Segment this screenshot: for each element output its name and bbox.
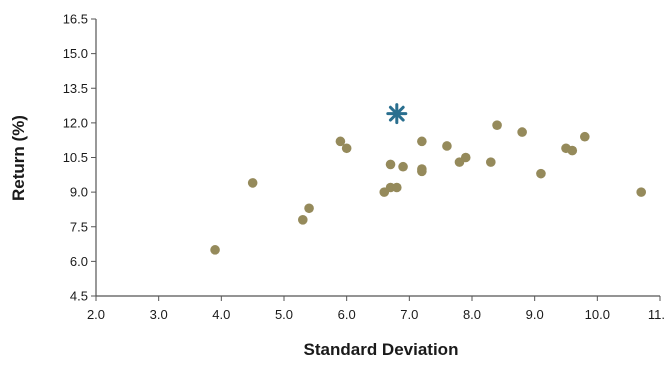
x-tick-label: 11.0: [648, 307, 665, 322]
data-point: [247, 178, 258, 188]
data-point: [567, 145, 578, 156]
x-tick-label: 4.0: [212, 307, 230, 322]
y-tick-label: 16.5: [63, 12, 88, 27]
data-point: [335, 136, 346, 147]
x-axis-title: Standard Deviation: [304, 340, 459, 359]
x-tick-label: 6.0: [338, 307, 356, 322]
x-tick-label: 9.0: [526, 307, 544, 322]
data-point: [417, 166, 427, 177]
data-point: [517, 127, 527, 137]
ticks: 4.5 6.0 7.5 9.0 10.5 12.0 13.5 15.0 16.5 2.0 3.0 4.…: [63, 12, 665, 323]
data-point: [385, 159, 396, 170]
x-tick-label: 10.0: [585, 307, 610, 322]
data-point: [636, 187, 646, 197]
data-point: [486, 157, 496, 167]
data-point: [298, 215, 308, 225]
data-point: [392, 182, 402, 193]
data-point: [492, 120, 502, 130]
data-point: [304, 203, 314, 214]
data-point: [536, 168, 546, 179]
y-tick-label: 13.5: [63, 81, 88, 96]
data-point: [341, 143, 352, 154]
asterisk-stroke: [388, 105, 405, 122]
x-tick-label: 5.0: [275, 307, 293, 322]
data-point: [460, 152, 471, 163]
x-tick-label: 3.0: [150, 307, 168, 322]
x-tick-label: 8.0: [463, 307, 481, 322]
y-tick-label: 12.0: [63, 115, 88, 130]
highlight-point: [386, 103, 408, 125]
y-tick-label: 10.5: [63, 150, 88, 165]
y-tick-label: 6.0: [70, 254, 88, 269]
data-points: [210, 103, 646, 255]
y-tick-label: 9.0: [70, 185, 88, 200]
data-point: [210, 245, 220, 255]
y-tick-label: 7.5: [70, 219, 88, 234]
y-tick-label: 4.5: [70, 289, 88, 304]
data-point: [442, 141, 452, 151]
x-tick-label: 7.0: [400, 307, 418, 322]
data-point: [398, 161, 408, 172]
y-axis-title: Return (%): [9, 115, 28, 201]
y-tick-label: 15.0: [63, 46, 88, 61]
axes: [95, 19, 660, 297]
data-point: [417, 136, 427, 147]
x-tick-label: 2.0: [87, 307, 105, 322]
data-point: [580, 131, 590, 142]
